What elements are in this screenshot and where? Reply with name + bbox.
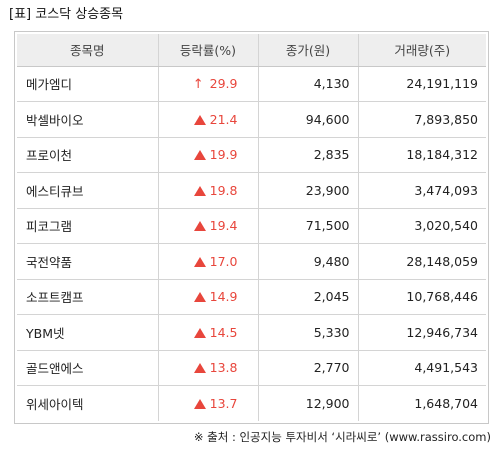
table-row: 국전약품 17.0 9,480 28,148,059 bbox=[17, 243, 486, 280]
table-body: 메가엠디 ↑ 29.9 4,130 24,191,119 박셀바이오 21.4 94,600 7… bbox=[17, 66, 486, 421]
up-triangle-icon bbox=[193, 221, 206, 232]
change-rate-cell: 19.8 bbox=[158, 172, 259, 209]
change-rate-value: 19.4 bbox=[209, 218, 238, 234]
header-volume: 거래량(주) bbox=[358, 34, 486, 67]
table-row: 피코그램 19.4 71,500 3,020,540 bbox=[17, 208, 486, 244]
change-rate-value: 13.8 bbox=[209, 360, 238, 376]
stock-name-cell: 소프트캠프 bbox=[17, 279, 159, 315]
up-triangle-icon bbox=[193, 292, 206, 303]
stock-name-cell: 국전약품 bbox=[17, 243, 159, 280]
header-close-price: 종가(원) bbox=[258, 34, 359, 67]
change-rate-value: 14.9 bbox=[209, 289, 238, 305]
close-price-cell: 5,330 bbox=[258, 314, 359, 351]
close-price-cell: 12,900 bbox=[258, 385, 359, 421]
close-price-cell: 2,045 bbox=[258, 279, 359, 315]
table-row: YBM넷 14.5 5,330 12,946,734 bbox=[17, 314, 486, 351]
change-rate-value: 17.0 bbox=[209, 253, 238, 269]
table-row: 프로이천 19.9 2,835 18,184,312 bbox=[17, 137, 486, 173]
change-rate-value: 19.9 bbox=[209, 147, 238, 163]
volume-cell: 4,491,543 bbox=[358, 350, 486, 386]
stock-table-container: 종목명 등락률(%) 종가(원) 거래량(주) 메가엠디 ↑ 29.9 4,130 24… bbox=[14, 31, 489, 424]
stock-name-cell: 메가엠디 bbox=[17, 66, 159, 102]
up-triangle-icon bbox=[193, 185, 206, 196]
stock-name-cell: 박셀바이오 bbox=[17, 101, 159, 138]
volume-cell: 28,148,059 bbox=[358, 243, 486, 280]
volume-cell: 3,474,093 bbox=[358, 172, 486, 209]
table-header-row: 종목명 등락률(%) 종가(원) 거래량(주) bbox=[17, 34, 486, 67]
stock-name-cell: 피코그램 bbox=[17, 208, 159, 244]
change-rate-cell: 14.9 bbox=[158, 279, 259, 315]
change-rate-value: 19.8 bbox=[209, 182, 238, 198]
volume-cell: 12,946,734 bbox=[358, 314, 486, 351]
change-rate-cell: 14.5 bbox=[158, 314, 259, 351]
table-row: 메가엠디 ↑ 29.9 4,130 24,191,119 bbox=[17, 66, 486, 102]
close-price-cell: 71,500 bbox=[258, 208, 359, 244]
volume-cell: 1,648,704 bbox=[414, 396, 478, 411]
stock-table: 종목명 등락률(%) 종가(원) 거래량(주) 메가엠디 ↑ 29.9 4,130 24… bbox=[17, 34, 486, 421]
change-rate-value: 29.9 bbox=[209, 75, 238, 91]
close-price-cell: 2,770 bbox=[258, 350, 359, 386]
volume-cell: 7,893,850 bbox=[358, 101, 486, 138]
table-row: 박셀바이오 21.4 94,600 7,893,850 bbox=[17, 101, 486, 138]
change-rate-value: 13.7 bbox=[209, 396, 238, 411]
up-triangle-icon bbox=[193, 150, 206, 161]
header-stock-name: 종목명 bbox=[17, 34, 159, 67]
close-price-cell: 2,835 bbox=[258, 137, 359, 173]
close-price-cell: 9,480 bbox=[258, 243, 359, 280]
table-row: 에스티큐브 19.8 23,900 3,474,093 bbox=[17, 172, 486, 209]
header-change-rate: 등락률(%) bbox=[158, 34, 259, 67]
up-triangle-icon bbox=[193, 256, 206, 267]
volume-cell: 24,191,119 bbox=[358, 66, 486, 102]
change-rate-value: 21.4 bbox=[209, 111, 238, 127]
stock-name-cell: 위세아이텍 bbox=[17, 385, 159, 421]
stock-name-cell: YBM넷 bbox=[17, 314, 159, 351]
stock-name-cell: 프로이천 bbox=[17, 137, 159, 173]
table-row: 위세아이텍 13.7 12,900 1,648,704 bbox=[17, 385, 486, 421]
change-rate-cell: 19.9 bbox=[158, 137, 259, 173]
volume-cell: 3,020,540 bbox=[358, 208, 486, 244]
table-row: 소프트캠프 14.9 2,045 10,768,446 bbox=[17, 279, 486, 315]
change-rate-cell: 21.4 bbox=[158, 101, 259, 138]
close-price-cell: 94,600 bbox=[258, 101, 359, 138]
change-rate-cell: ↑ 29.9 bbox=[158, 66, 259, 102]
volume-cell: 10,768,446 bbox=[358, 279, 486, 315]
change-rate-cell: 17.0 bbox=[158, 243, 259, 280]
volume-cell: 18,184,312 bbox=[358, 137, 486, 173]
up-triangle-icon bbox=[193, 327, 206, 338]
up-triangle-icon bbox=[193, 363, 206, 374]
page-title: [표] 코스닥 상승종목 bbox=[9, 7, 124, 22]
change-rate-cell: 19.4 bbox=[158, 208, 259, 244]
stock-name-cell: 에스티큐브 bbox=[17, 172, 159, 209]
change-rate-cell: 13.8 bbox=[158, 350, 259, 386]
close-price-cell: 4,130 bbox=[258, 66, 359, 102]
source-footnote: ※ 출처 : 인공지능 투자비서 ‘시라씨로’ (www.rassiro.com… bbox=[193, 430, 491, 444]
change-rate-cell: 13.7 bbox=[158, 385, 259, 421]
stock-name-cell: 골드앤에스 bbox=[17, 350, 159, 386]
table-row: 골드앤에스 13.8 2,770 4,491,543 bbox=[17, 350, 486, 386]
change-rate-value: 14.5 bbox=[209, 324, 238, 340]
close-price-cell: 23,900 bbox=[258, 172, 359, 209]
up-triangle-icon bbox=[193, 399, 206, 409]
up-arrow-icon: ↑ bbox=[192, 76, 204, 92]
up-triangle-icon bbox=[193, 114, 206, 125]
